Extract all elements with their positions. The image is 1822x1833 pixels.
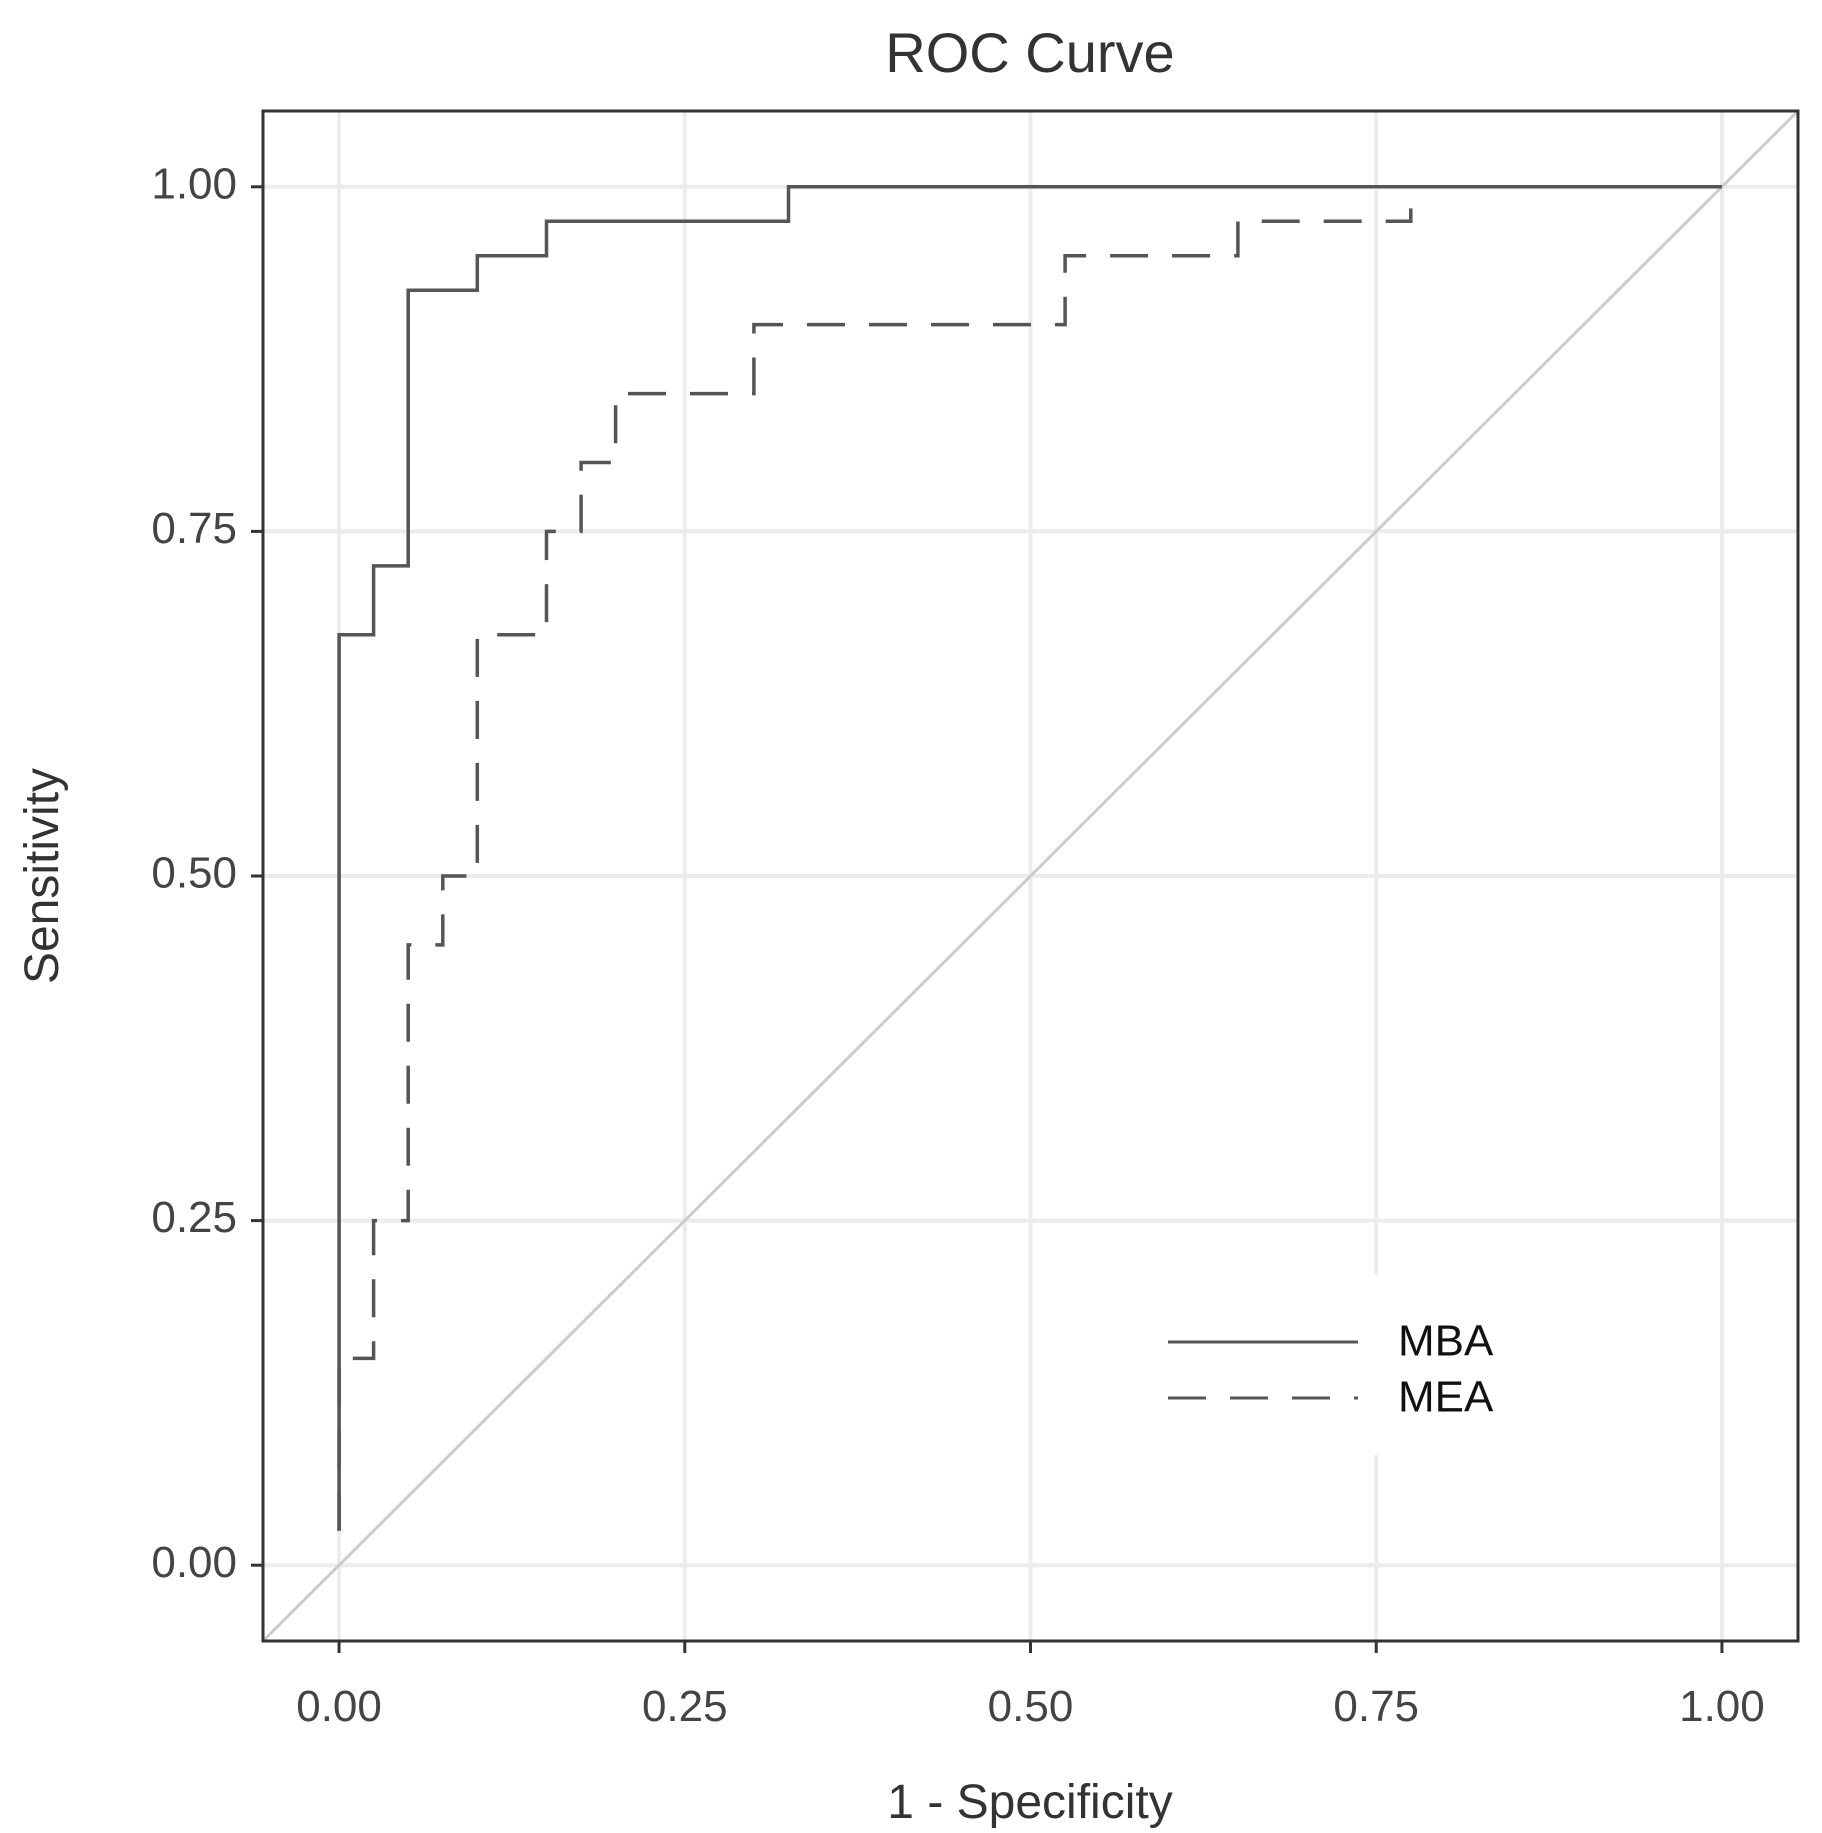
chart-title: ROC Curve	[885, 21, 1174, 84]
x-tick-label-0: 0.00	[296, 1682, 382, 1731]
reference-layer	[261, 109, 1800, 1643]
y-tick-label-0: 0.00	[151, 1538, 237, 1587]
legend-background	[1150, 1275, 1510, 1455]
legend-label-mba: MBA	[1398, 1317, 1494, 1366]
x-axis-label: 1 - Specificity	[887, 1776, 1172, 1829]
legend: MBA MEA	[1150, 1275, 1510, 1455]
x-tick-label-2: 0.50	[988, 1682, 1074, 1731]
y-tick-label-1: 0.25	[151, 1193, 237, 1242]
y-axis-label: Sensitivity	[16, 768, 69, 984]
reference-diagonal-line	[261, 109, 1800, 1643]
x-tick-label-3: 0.75	[1333, 1682, 1419, 1731]
x-axis-ticks: 0.00 0.25 0.50 0.75 1.00	[296, 1641, 1765, 1731]
y-tick-label-3: 0.75	[151, 504, 237, 553]
x-tick-label-4: 1.00	[1679, 1682, 1765, 1731]
y-tick-label-4: 1.00	[151, 159, 237, 208]
series-line-mba	[337, 185, 1722, 1531]
legend-label-mea: MEA	[1398, 1373, 1494, 1422]
series-line-mea	[337, 185, 1722, 1531]
x-tick-label-1: 0.25	[642, 1682, 728, 1731]
series-layer	[337, 185, 1722, 1531]
y-tick-label-2: 0.50	[151, 849, 237, 898]
y-axis-ticks: 0.00 0.25 0.50 0.75 1.00	[151, 159, 263, 1587]
